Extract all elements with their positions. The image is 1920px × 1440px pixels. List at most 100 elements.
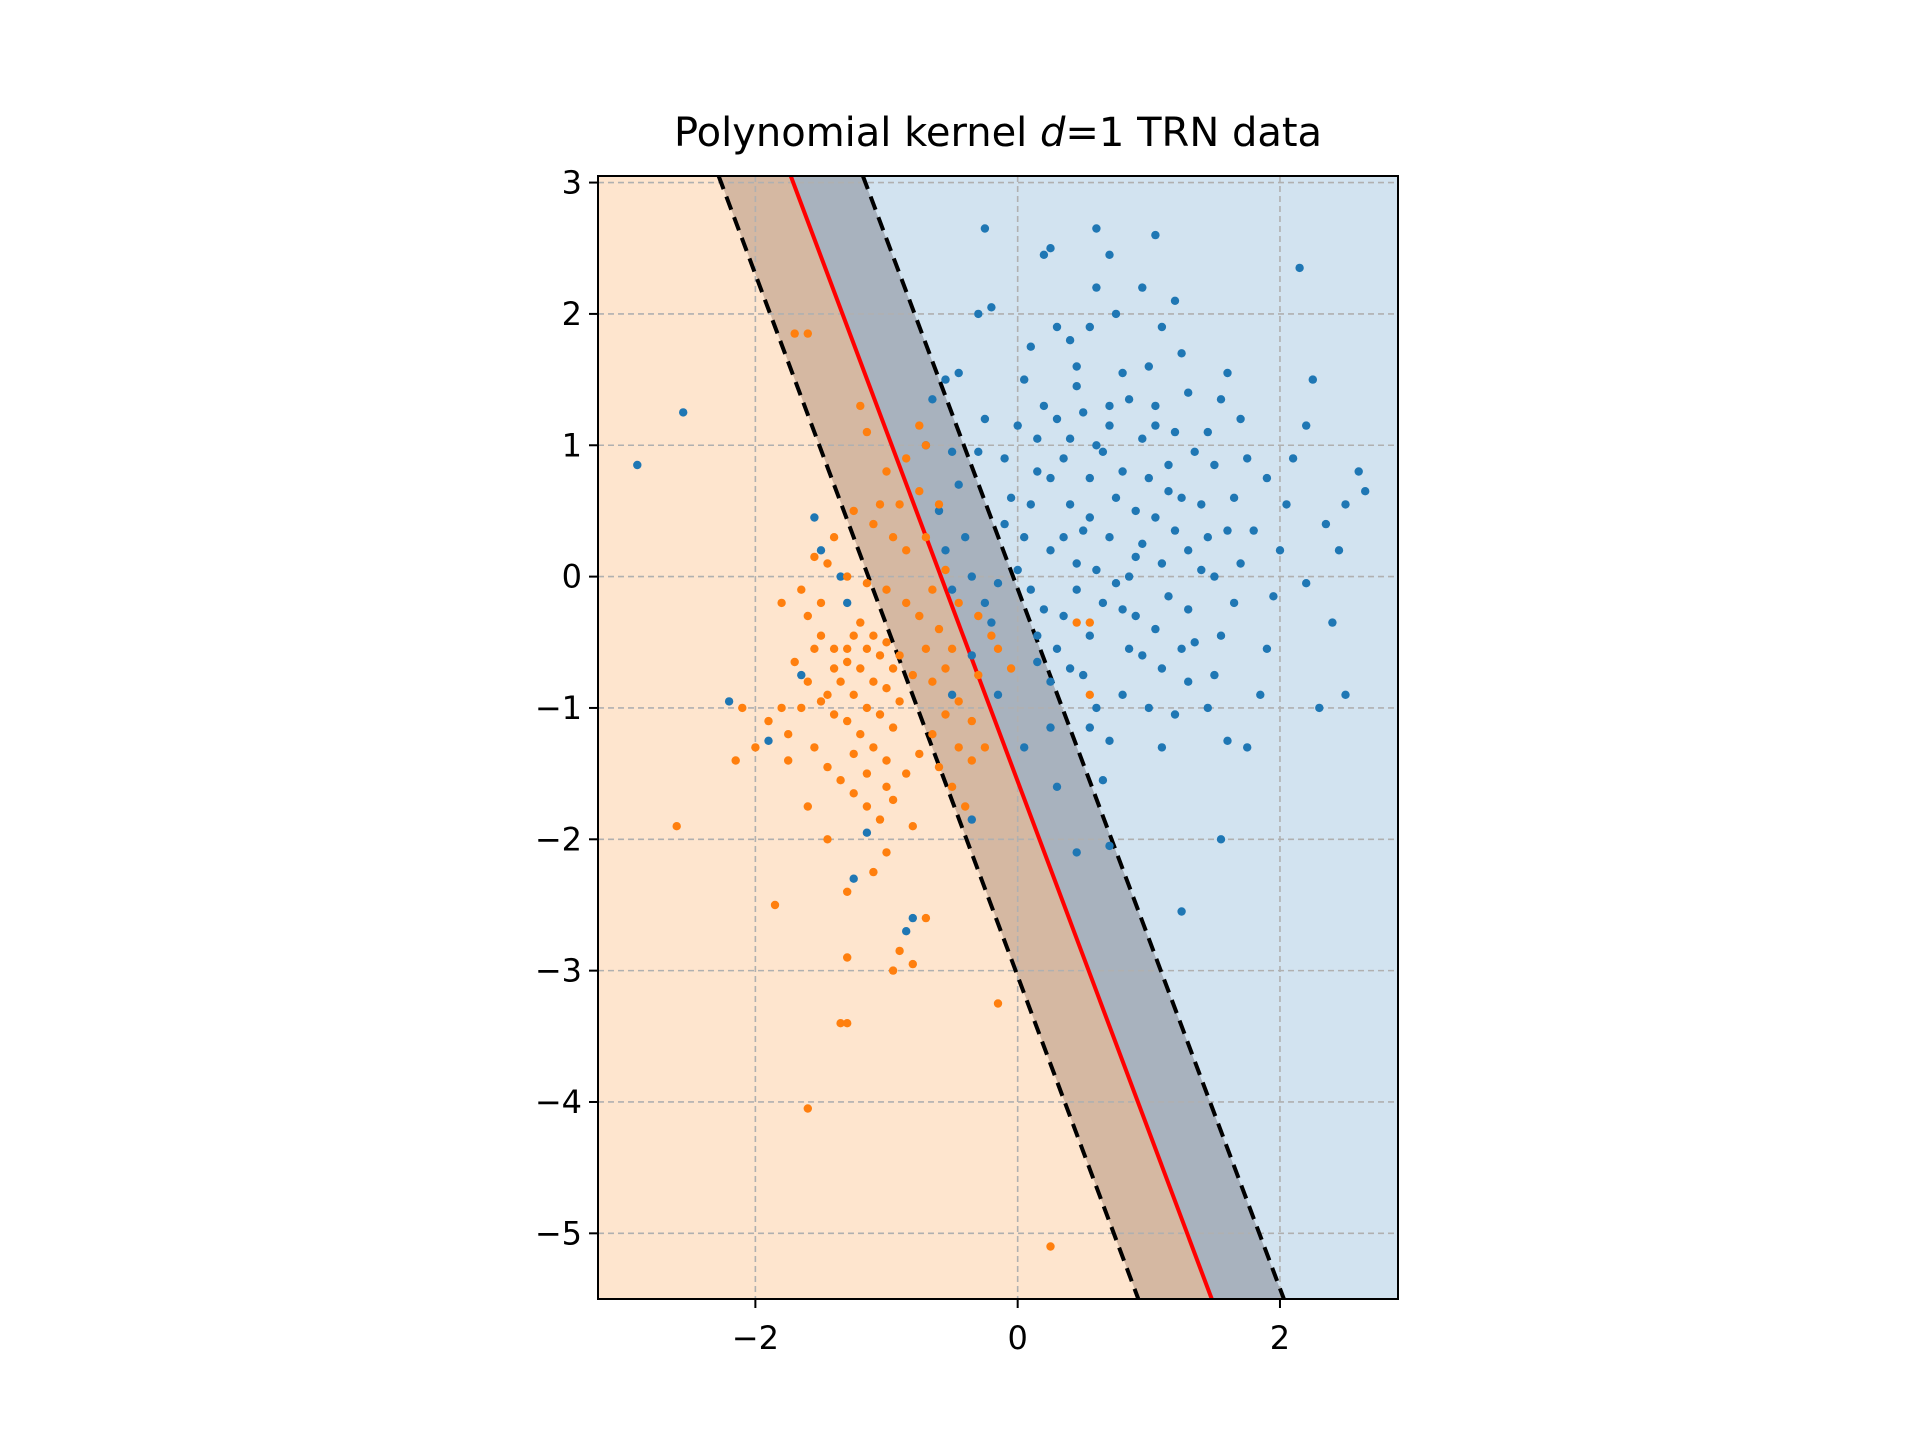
y-tick-label: 1 <box>562 426 582 464</box>
point-blue <box>1111 493 1121 502</box>
y-tick-label: 0 <box>562 558 582 596</box>
point-blue <box>1243 454 1252 463</box>
point-orange <box>770 900 780 910</box>
point-orange <box>902 598 911 608</box>
point-blue <box>1052 782 1062 791</box>
point-orange <box>908 670 917 680</box>
point-orange <box>888 664 898 673</box>
point-orange <box>856 664 865 673</box>
point-blue <box>1203 533 1213 542</box>
margin-band-orange <box>718 176 1212 1299</box>
point-blue <box>1033 631 1042 640</box>
point-orange <box>777 703 786 713</box>
point-blue <box>1105 401 1114 411</box>
point-blue <box>1243 743 1252 752</box>
point-orange <box>849 506 858 516</box>
point-orange <box>823 835 832 844</box>
point-blue <box>1072 585 1081 594</box>
point-orange <box>869 677 878 686</box>
point-orange <box>954 598 963 608</box>
point-blue <box>1269 592 1278 601</box>
point-blue <box>724 697 734 706</box>
point-orange <box>790 329 799 338</box>
point-orange <box>1085 618 1095 627</box>
point-blue <box>1131 552 1140 562</box>
point-blue <box>1190 638 1199 647</box>
point-blue <box>1019 743 1029 752</box>
point-blue <box>1288 454 1298 463</box>
point-blue <box>1085 631 1095 640</box>
point-orange <box>849 749 858 759</box>
point-blue <box>1361 487 1370 496</box>
x-axis: −2 0 2 <box>732 1299 1290 1357</box>
point-orange <box>823 690 832 699</box>
point-blue <box>1151 624 1160 634</box>
point-orange <box>934 624 944 634</box>
point-orange <box>895 651 904 660</box>
point-blue <box>1085 473 1095 483</box>
point-blue <box>1033 434 1042 443</box>
y-tick-label: −1 <box>535 689 582 727</box>
region-blue <box>862 176 1398 1299</box>
point-orange <box>810 552 819 562</box>
point-blue <box>1046 723 1055 732</box>
point-blue <box>1256 690 1265 699</box>
point-blue <box>1236 559 1245 568</box>
point-orange <box>1085 690 1095 699</box>
point-blue <box>1197 565 1206 575</box>
point-blue <box>1164 460 1173 470</box>
point-blue <box>1151 513 1160 522</box>
point-blue <box>993 690 1003 699</box>
point-orange <box>836 776 845 785</box>
point-orange <box>869 867 878 877</box>
point-blue <box>1124 572 1134 581</box>
point-blue <box>1170 526 1180 535</box>
point-orange <box>888 795 898 805</box>
point-orange <box>843 1019 852 1028</box>
point-blue <box>1197 500 1206 509</box>
point-orange <box>856 401 865 411</box>
point-blue <box>1236 414 1245 424</box>
point-orange <box>843 887 852 896</box>
point-orange <box>882 756 891 765</box>
point-blue <box>1302 421 1311 430</box>
point-orange <box>843 644 852 653</box>
point-blue <box>1059 454 1068 463</box>
point-blue <box>1334 546 1344 555</box>
point-blue <box>1223 368 1232 378</box>
point-blue <box>1315 703 1324 713</box>
point-blue <box>1092 441 1101 450</box>
point-blue <box>1203 427 1213 437</box>
point-blue <box>1302 579 1311 588</box>
point-orange <box>895 946 904 956</box>
point-blue <box>1046 473 1055 483</box>
point-blue <box>1262 473 1272 483</box>
point-orange <box>797 703 806 713</box>
point-orange <box>869 519 878 529</box>
point-blue <box>1033 657 1042 667</box>
point-orange <box>875 710 885 719</box>
point-orange <box>882 585 891 594</box>
point-blue <box>1111 579 1121 588</box>
point-blue <box>1151 230 1160 240</box>
x-tick-label: 2 <box>1270 1319 1290 1357</box>
point-blue <box>974 309 983 319</box>
point-blue <box>1092 703 1101 713</box>
point-blue <box>967 572 976 581</box>
point-blue <box>1249 526 1258 535</box>
point-orange <box>961 802 970 811</box>
boundary-layer <box>716 176 1286 1299</box>
point-blue <box>1124 644 1134 653</box>
point-blue <box>947 690 957 699</box>
point-blue <box>1079 526 1088 535</box>
point-blue <box>1079 670 1088 680</box>
point-blue <box>1105 841 1114 851</box>
point-blue <box>1210 460 1219 470</box>
point-blue <box>1138 539 1147 548</box>
point-blue <box>1105 736 1114 745</box>
point-orange <box>843 953 852 962</box>
point-orange <box>902 769 911 778</box>
point-orange <box>803 802 812 811</box>
point-orange <box>797 585 806 594</box>
point-blue <box>947 585 957 594</box>
